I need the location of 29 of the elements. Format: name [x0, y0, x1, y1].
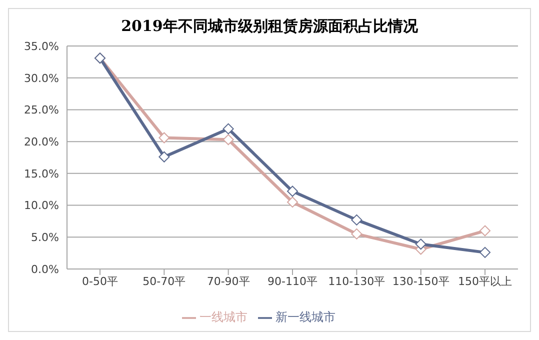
- y-tick-label: 30.0%: [24, 72, 59, 85]
- point: [158, 132, 170, 144]
- point: [287, 186, 298, 197]
- y-tick-label: 0.0%: [31, 262, 59, 276]
- point: [415, 238, 426, 250]
- x-tick-label: 130-150平: [392, 274, 450, 288]
- point: [287, 196, 298, 208]
- x-tick-label: 50-70平: [142, 274, 186, 288]
- y-tick-label: 10.0%: [24, 199, 59, 212]
- x-tick-label: 110-130平: [328, 274, 386, 288]
- y-tick-label: 35.0%: [24, 40, 59, 53]
- point: [158, 151, 170, 162]
- x-tick-label: 150平以上: [458, 274, 512, 288]
- point: [222, 134, 234, 146]
- point: [351, 214, 362, 226]
- y-tick-label: 15.0%: [24, 167, 59, 180]
- x-tick-label: 0-50平: [82, 274, 118, 288]
- y-tick-label: 25.0%: [24, 104, 59, 117]
- point: [480, 246, 490, 258]
- chart-title: 2019年不同城市级别租赁房源面积占比情况: [120, 17, 419, 36]
- legend-label: 一线城市: [200, 310, 248, 324]
- point: [222, 123, 234, 134]
- y-tick-label: 20.0%: [24, 135, 59, 148]
- y-tick-label: 5.0%: [31, 231, 59, 244]
- point: [480, 225, 490, 236]
- x-tick-label: 70-90平: [206, 274, 250, 288]
- legend-label: 新一线城市: [276, 310, 336, 324]
- x-tick-label: 90-110平: [268, 274, 318, 288]
- point: [351, 228, 362, 240]
